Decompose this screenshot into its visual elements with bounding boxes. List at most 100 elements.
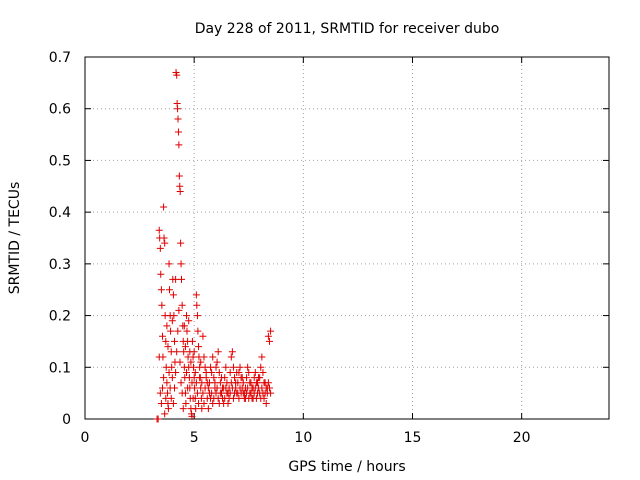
data-point xyxy=(175,141,183,149)
data-point xyxy=(204,405,212,413)
data-point xyxy=(192,291,200,299)
data-point xyxy=(222,363,230,371)
x-tick-label: 10 xyxy=(294,430,312,446)
data-point xyxy=(183,368,191,376)
data-point xyxy=(171,337,179,345)
data-point xyxy=(164,343,172,351)
data-point xyxy=(169,291,177,299)
data-point xyxy=(189,353,197,361)
x-tick-label: 15 xyxy=(404,430,422,446)
data-point xyxy=(193,301,201,309)
data-point xyxy=(202,368,210,376)
data-point xyxy=(208,389,216,397)
data-point xyxy=(194,327,202,335)
data-point xyxy=(199,332,207,340)
data-point xyxy=(239,379,247,387)
x-tick-label: 5 xyxy=(190,430,199,446)
data-point xyxy=(198,379,206,387)
data-point xyxy=(200,353,208,361)
data-point xyxy=(184,384,192,392)
x-axis: 0 5 10 15 20 xyxy=(81,57,610,446)
data-point xyxy=(159,332,167,340)
data-point xyxy=(190,363,198,371)
data-point xyxy=(228,348,236,356)
data-point xyxy=(157,286,165,294)
data-point xyxy=(267,389,275,397)
y-axis-title: SRMTID / TECUs xyxy=(7,182,23,295)
data-point xyxy=(231,374,239,382)
data-point xyxy=(190,348,198,356)
data-point xyxy=(161,410,169,418)
data-point xyxy=(213,358,221,366)
data-point xyxy=(197,394,205,402)
data-point xyxy=(215,368,223,376)
data-point xyxy=(217,374,225,382)
data-point xyxy=(238,374,246,382)
data-point xyxy=(155,226,163,234)
data-point xyxy=(255,374,263,382)
y-tick-label: 0.4 xyxy=(49,205,71,221)
data-point xyxy=(171,384,179,392)
data-point xyxy=(175,172,183,180)
data-point xyxy=(235,394,243,402)
data-point xyxy=(165,368,173,376)
data-point xyxy=(177,260,185,268)
data-point xyxy=(236,384,244,392)
data-point xyxy=(227,353,235,361)
data-point xyxy=(264,379,272,387)
data-point xyxy=(199,389,207,397)
data-point xyxy=(247,379,255,387)
data-point xyxy=(180,322,188,330)
data-point xyxy=(209,399,217,407)
data-point xyxy=(197,358,205,366)
data-point xyxy=(156,244,164,252)
data-point xyxy=(160,203,168,211)
data-point xyxy=(181,343,189,351)
data-point xyxy=(155,353,163,361)
data-point xyxy=(211,379,219,387)
data-point xyxy=(253,379,261,387)
data-point xyxy=(258,353,266,361)
y-tick-label: 0 xyxy=(62,412,71,428)
data-point xyxy=(226,368,234,376)
chart-title: Day 228 of 2011, SRMTID for receiver dub… xyxy=(195,21,500,37)
data-point xyxy=(174,105,182,113)
y-tick-label: 0.5 xyxy=(49,153,71,169)
y-axis: 0 0.1 0.2 0.3 0.4 0.5 0.6 0.7 xyxy=(49,50,609,428)
y-tick-label: 0.6 xyxy=(49,102,71,118)
data-point xyxy=(265,384,273,392)
data-point xyxy=(192,405,200,413)
data-point xyxy=(174,327,182,335)
data-point xyxy=(216,389,224,397)
data-point xyxy=(176,358,184,366)
data-point xyxy=(174,115,182,123)
data-point xyxy=(236,363,244,371)
x-tick-label: 20 xyxy=(513,430,531,446)
data-point xyxy=(191,384,199,392)
data-point xyxy=(175,306,183,314)
data-point xyxy=(260,394,268,402)
data-point xyxy=(245,368,253,376)
data-point xyxy=(172,275,180,283)
data-point xyxy=(222,384,230,392)
data-point xyxy=(187,358,195,366)
x-axis-title: GPS time / hours xyxy=(288,459,405,475)
data-point xyxy=(165,286,173,294)
data-point xyxy=(209,353,217,361)
data-points xyxy=(153,69,275,423)
data-point xyxy=(178,275,186,283)
y-tick-label: 0.7 xyxy=(49,50,71,66)
data-point xyxy=(158,301,166,309)
plot-frame xyxy=(84,56,610,420)
data-point xyxy=(164,405,172,413)
data-point xyxy=(178,301,186,309)
data-point xyxy=(172,368,180,376)
data-point xyxy=(198,405,206,413)
data-point xyxy=(224,399,232,407)
data-point xyxy=(251,384,259,392)
data-point xyxy=(167,394,175,402)
data-point xyxy=(174,128,182,136)
data-point xyxy=(228,384,236,392)
data-point xyxy=(156,389,164,397)
data-point xyxy=(163,322,171,330)
